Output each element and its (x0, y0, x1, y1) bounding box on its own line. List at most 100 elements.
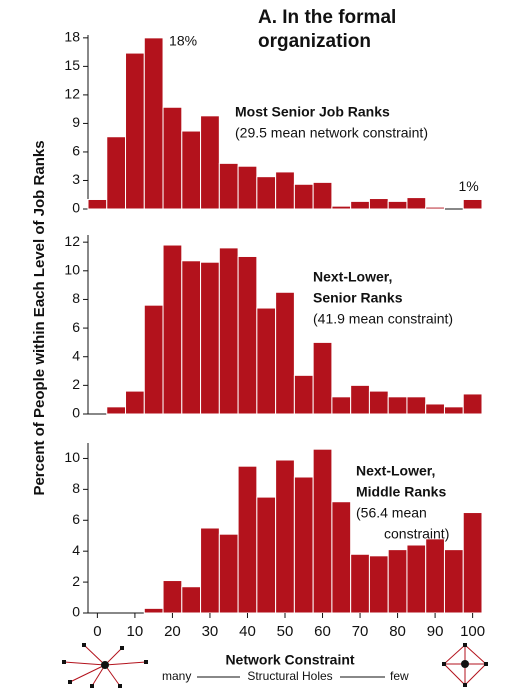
bar (462, 393, 483, 415)
y-tick-label: 2 (72, 573, 80, 589)
bar (162, 106, 183, 210)
bar (406, 396, 427, 415)
x-tick-label: 30 (202, 623, 219, 640)
bar (350, 384, 370, 415)
icon-few (442, 643, 488, 687)
bar (200, 527, 220, 614)
bar (237, 255, 258, 415)
bar (293, 476, 314, 614)
bar (143, 37, 164, 210)
y-tick-label: 10 (64, 449, 80, 465)
y-tick-label: 8 (72, 480, 80, 496)
y-tick-label: 15 (64, 57, 80, 73)
y-tick-label: 8 (72, 290, 80, 306)
bar (331, 501, 352, 614)
bar (443, 406, 464, 415)
bar (200, 261, 220, 415)
bar (425, 538, 445, 614)
bar (162, 244, 183, 415)
data-label: 1% (459, 178, 479, 194)
bar (106, 406, 127, 415)
data-label: 18% (169, 33, 197, 49)
axis-note-left: many (162, 669, 191, 683)
x-tick-label: 100 (460, 623, 485, 640)
annotation-bold: Next-Lower, (356, 463, 435, 479)
bar (237, 165, 258, 210)
bar (218, 247, 239, 415)
bar (293, 374, 314, 415)
x-tick-label: 50 (277, 623, 294, 640)
x-axis-label: Network Constraint (225, 652, 354, 668)
bar (143, 607, 164, 614)
bar (312, 341, 333, 415)
annotation-bold: Senior Ranks (313, 290, 403, 306)
y-tick-label: 2 (72, 376, 80, 392)
bar (350, 200, 370, 210)
bar (181, 586, 202, 614)
bar (106, 136, 127, 210)
bar (256, 496, 277, 614)
bar (462, 512, 483, 614)
y-tick-label: 12 (64, 233, 80, 249)
y-tick-label: 6 (72, 511, 80, 527)
bar (462, 198, 483, 210)
bar (425, 403, 445, 415)
bar (237, 465, 258, 614)
bar (312, 448, 333, 614)
bar (275, 171, 295, 210)
bar (293, 183, 314, 210)
y-tick-label: 0 (72, 405, 80, 421)
bar (87, 198, 108, 210)
bar (256, 176, 277, 210)
y-tick-label: 3 (72, 171, 80, 187)
x-tick-label: 40 (239, 623, 256, 640)
bar (331, 396, 352, 415)
bar (331, 205, 352, 210)
bar (200, 115, 220, 210)
annotation: (29.5 mean network constraint) (235, 125, 428, 141)
x-tick-label: 70 (352, 623, 369, 640)
y-tick-label: 6 (72, 143, 80, 159)
bar (368, 198, 389, 210)
icon-many (62, 643, 148, 688)
bar (181, 260, 202, 415)
axis-note-middle: Structural Holes (247, 669, 332, 683)
bar (125, 52, 145, 210)
y-tick-label: 18 (64, 29, 80, 45)
bar (181, 130, 202, 210)
y-axis-label: Percent of People within Each Level of J… (31, 140, 48, 495)
annotation-bold: Most Senior Job Ranks (235, 104, 390, 120)
axis-note-right: few (390, 669, 409, 683)
bar (387, 549, 408, 614)
y-tick-label: 4 (72, 347, 80, 363)
annotation: constraint) (384, 526, 449, 542)
annotation: (56.4 mean (356, 505, 427, 521)
y-tick-label: 12 (64, 86, 80, 102)
y-tick-label: 4 (72, 542, 80, 558)
bar (368, 390, 389, 415)
bar (218, 533, 239, 614)
bar (368, 555, 389, 614)
bar (387, 200, 408, 210)
x-tick-label: 10 (127, 623, 144, 640)
x-tick-label: 60 (314, 623, 331, 640)
y-tick-label: 0 (72, 604, 80, 620)
bar (218, 162, 239, 210)
chart-title: A. In the formal organization (258, 7, 397, 52)
bar (425, 206, 445, 210)
y-tick-label: 0 (72, 200, 80, 216)
annotation: (41.9 mean constraint) (313, 311, 453, 327)
annotation-bold: Next-Lower, (313, 269, 392, 285)
bar (406, 197, 427, 210)
x-tick-label: 0 (93, 623, 101, 640)
bar (312, 181, 333, 210)
bar (275, 291, 295, 415)
x-tick-label: 90 (427, 623, 444, 640)
annotation-bold: Middle Ranks (356, 484, 446, 500)
bar (125, 390, 145, 415)
bar (143, 304, 164, 415)
x-tick-label: 20 (164, 623, 181, 640)
bar (387, 396, 408, 415)
